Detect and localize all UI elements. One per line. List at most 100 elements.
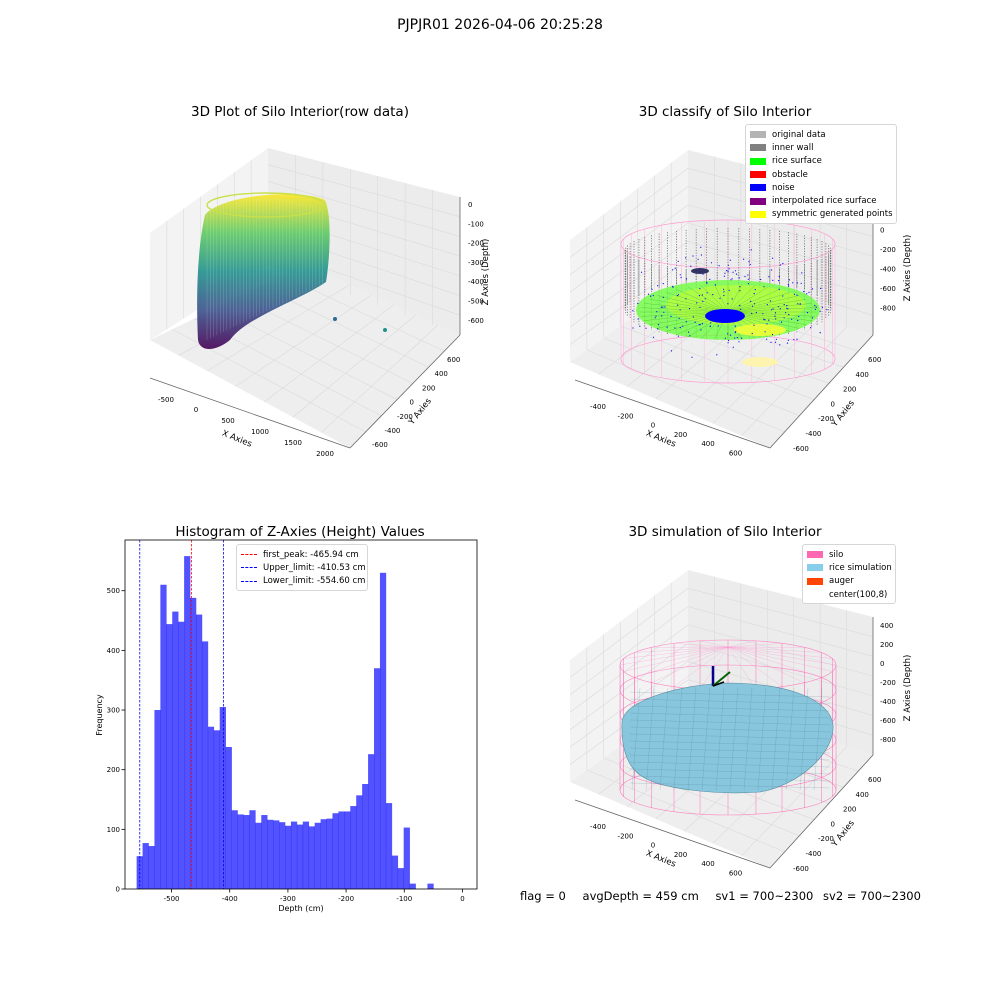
histogram-bar: [320, 819, 327, 889]
legend-label: silo: [829, 549, 844, 560]
legend-swatch: [750, 210, 766, 218]
classify-legend-item: symmetric generated points: [750, 208, 893, 221]
histogram-bar: [207, 726, 215, 889]
histogram-bar: [166, 624, 173, 889]
histogram-bar: [213, 730, 221, 889]
histogram-bar: [225, 747, 232, 889]
histogram-bar: [160, 584, 167, 889]
legend-swatch: [750, 131, 766, 139]
histogram-bar: [219, 707, 226, 889]
histogram-reference-lines: [139, 540, 225, 889]
histogram-bar: [273, 820, 280, 889]
histogram-bar: [296, 824, 304, 889]
y-axis-label: Frequency: [95, 694, 104, 736]
histogram-bar: [427, 883, 434, 889]
y-tick-label: 300: [107, 707, 120, 715]
legend-label: center(100,8): [829, 589, 888, 600]
histogram-bar: [195, 614, 203, 889]
histogram-bar: [267, 819, 274, 889]
histogram-bar: [255, 822, 262, 889]
histogram-bar: [290, 821, 298, 889]
x-tick-label: -300: [280, 895, 296, 903]
legend-label: Upper_limit: -410.53 cm: [263, 562, 366, 573]
legend-label: auger: [829, 576, 854, 587]
histogram-bar: [332, 813, 339, 889]
histogram-bar: [368, 754, 375, 889]
histogram-bar: [249, 810, 256, 889]
histogram-bar: [261, 815, 268, 889]
classify-legend-item: noise: [750, 181, 892, 194]
x-tick-label: -100: [396, 895, 412, 903]
histogram-title: Histogram of Z-Axies (Height) Values: [175, 524, 425, 540]
histogram-legend-item: Upper_limit: -410.53 cm: [241, 561, 366, 574]
simulation-legend-item: auger: [807, 575, 891, 588]
legend-label: noise: [772, 182, 795, 193]
legend-label: rice simulation: [829, 562, 892, 573]
sv1-text: sv1 = 700~2300: [715, 889, 814, 903]
classify-legend-item: obstacle: [750, 168, 892, 181]
histogram-bar: [409, 883, 416, 889]
histogram-bar: [243, 815, 250, 889]
simulation-plot-title: 3D simulation of Silo Interior: [628, 524, 822, 540]
legend-swatch: [750, 144, 766, 152]
legend-label: symmetric generated points: [772, 209, 893, 220]
histogram-bar: [379, 572, 387, 889]
classify-plot-title: 3D classify of Silo Interior: [638, 104, 812, 120]
histogram-bar: [231, 810, 238, 889]
x-tick-label: -500: [164, 895, 180, 903]
x-tick-label: 0: [460, 895, 464, 903]
y-tick-label: 200: [107, 766, 120, 774]
histogram-bar: [285, 825, 292, 889]
classify-legend: original data inner wall rice surface obsta…: [745, 124, 897, 225]
histogram-bar: [178, 621, 185, 889]
histogram-legend: first_peak: -465.94 cm Upper_limit: -410.…: [236, 544, 368, 591]
histogram-bar: [338, 811, 345, 889]
histogram-bar: [201, 641, 209, 889]
simulation-legend-item: silo: [807, 548, 891, 561]
legend-line-swatch: [241, 580, 257, 582]
histogram-axes: -500 -400 -300 -200 -100 0 0 100 200 300 400 500 Dep…: [95, 539, 478, 913]
histogram-bar: [184, 556, 191, 889]
histogram-bars: [136, 556, 434, 889]
legend-label: rice surface: [772, 156, 822, 167]
legend-label: first_peak: -465.94 cm: [263, 549, 359, 560]
raw-plot-title: 3D Plot of Silo Interior(row data): [191, 104, 409, 120]
legend-label: original data: [772, 129, 826, 140]
x-tick-label: -200: [338, 895, 354, 903]
histogram-legend-item: Lower_limit: -554.60 cm: [241, 575, 365, 588]
legend-swatch: [750, 197, 766, 205]
x-axis-label: Depth (cm): [278, 904, 323, 913]
histogram-bar: [172, 611, 179, 889]
histogram-bar: [326, 818, 333, 889]
legend-swatch: [807, 564, 823, 572]
histogram-bar: [154, 710, 161, 889]
legend-swatch: [807, 591, 823, 599]
avg-depth-text: avgDepth = 459 cm: [582, 889, 699, 903]
legend-swatch: [807, 577, 823, 585]
legend-label: obstacle: [772, 169, 808, 180]
status-footer: flag = 0 avgDepth = 459 cm sv1 = 700~230…: [520, 889, 934, 903]
legend-swatch: [750, 184, 766, 192]
histogram-bar: [279, 822, 286, 889]
histogram-bar: [385, 803, 393, 889]
histogram-bar: [302, 821, 310, 889]
legend-line-swatch: [241, 554, 257, 556]
histogram-bar: [142, 843, 149, 889]
histogram-bar: [374, 668, 381, 889]
legend-swatch: [807, 551, 823, 559]
histogram-bar: [391, 855, 399, 889]
sv2-text: sv2 = 700~2300: [823, 889, 921, 903]
simulation-legend: silo rice simulation auger center(100,8): [802, 544, 896, 605]
legend-label: interpolated rice surface: [772, 196, 877, 207]
y-tick-label: 400: [107, 647, 120, 655]
plot-frame: [124, 539, 478, 890]
legend-swatch: [750, 157, 766, 165]
histogram-bar: [403, 827, 410, 889]
classify-legend-item: rice surface: [750, 155, 892, 168]
classify-legend-item: original data: [750, 128, 892, 141]
histogram-bar: [148, 846, 155, 889]
histogram-bar: [237, 814, 244, 889]
histogram-bar: [356, 795, 363, 889]
figure-title: PJPJR01 2026-04-06 20:25:28: [397, 17, 603, 33]
